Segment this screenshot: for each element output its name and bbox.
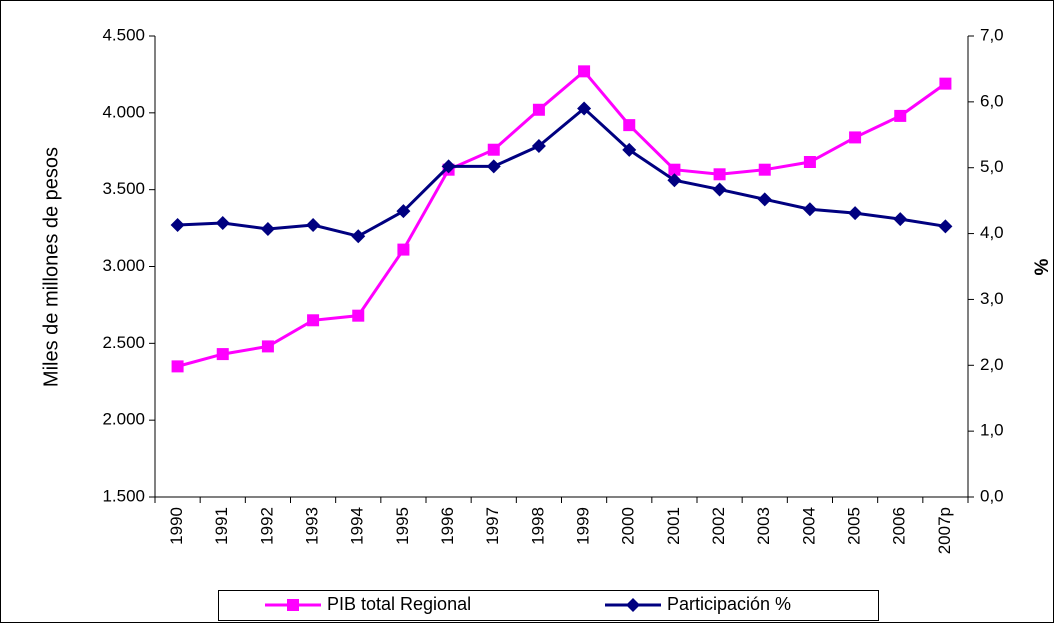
x-tick-label: 1994 xyxy=(348,507,367,545)
data-point xyxy=(397,243,410,256)
data-point xyxy=(622,142,637,157)
x-tick-label: 1997 xyxy=(483,507,502,545)
y2-tick-label: 2,0 xyxy=(980,355,1004,374)
data-point xyxy=(352,309,365,322)
y2-tick-label: 0,0 xyxy=(980,486,1004,505)
y2-tick-label: 1,0 xyxy=(980,421,1004,440)
data-point xyxy=(803,156,816,169)
y2-tick-label: 7,0 xyxy=(980,25,1004,44)
legend-label: Participación % xyxy=(667,594,791,614)
data-point xyxy=(893,212,908,227)
data-point xyxy=(849,131,862,144)
y-tick-label: 4.000 xyxy=(102,102,145,121)
data-point xyxy=(894,109,907,122)
x-tick-label: 2001 xyxy=(664,507,683,545)
data-point xyxy=(306,218,321,233)
legend-marker xyxy=(287,599,299,611)
x-tick-label: 1990 xyxy=(167,507,186,545)
x-tick-label: 1999 xyxy=(574,507,593,545)
data-point xyxy=(261,340,274,353)
data-point xyxy=(486,159,501,174)
y-tick-label: 2.000 xyxy=(102,410,145,429)
x-tick-label: 2003 xyxy=(754,507,773,545)
x-tick-label: 1991 xyxy=(212,507,231,545)
x-tick-label: 2002 xyxy=(709,507,728,545)
data-point xyxy=(938,219,953,234)
x-tick-label: 1995 xyxy=(393,507,412,545)
y2-tick-label: 6,0 xyxy=(980,91,1004,110)
data-point xyxy=(216,348,229,361)
data-point xyxy=(939,77,952,90)
data-point xyxy=(307,314,320,327)
legend-label: PIB total Regional xyxy=(327,594,471,614)
data-point xyxy=(487,143,500,156)
series-line xyxy=(177,106,946,238)
data-point xyxy=(623,119,636,132)
x-tick-label: 2005 xyxy=(845,507,864,545)
data-point xyxy=(848,206,863,221)
x-tick-label: 1992 xyxy=(257,507,276,545)
data-point xyxy=(712,182,727,197)
data-point xyxy=(667,173,682,188)
x-tick-label: 2006 xyxy=(890,507,909,545)
data-point xyxy=(260,221,275,236)
x-tick-label: 2004 xyxy=(799,507,818,545)
series-line xyxy=(177,69,947,368)
data-point xyxy=(713,168,726,181)
y-tick-label: 3.500 xyxy=(102,179,145,198)
data-point xyxy=(578,65,591,78)
data-point xyxy=(802,202,817,217)
y2-tick-label: 3,0 xyxy=(980,289,1004,308)
legend-box xyxy=(218,590,879,621)
x-tick-label: 1993 xyxy=(303,507,322,545)
x-tick-label: 1996 xyxy=(438,507,457,545)
y-tick-label: 4.500 xyxy=(102,25,145,44)
data-point xyxy=(577,101,592,116)
data-point xyxy=(441,159,456,174)
data-point xyxy=(531,138,546,153)
data-point xyxy=(396,204,411,219)
data-point xyxy=(215,216,230,231)
x-tick-label: 1998 xyxy=(528,507,547,545)
y-tick-label: 2.500 xyxy=(102,333,145,352)
y-tick-label: 1.500 xyxy=(102,486,145,505)
data-point xyxy=(757,192,772,207)
data-point xyxy=(758,163,771,176)
data-point xyxy=(351,229,366,244)
legend-marker xyxy=(626,598,640,612)
data-point xyxy=(171,360,184,373)
x-tick-label: 2000 xyxy=(619,507,638,545)
y-tick-label: 3.000 xyxy=(102,256,145,275)
y2-tick-label: 5,0 xyxy=(980,157,1004,176)
x-tick-label: 2007p xyxy=(935,507,954,554)
data-point xyxy=(668,163,681,176)
y2-tick-label: 4,0 xyxy=(980,223,1004,242)
y-axis-label: Miles de millones de pesos xyxy=(40,147,62,387)
data-point xyxy=(170,218,185,233)
y2-axis-label: % xyxy=(1032,258,1053,275)
data-point xyxy=(532,103,545,116)
